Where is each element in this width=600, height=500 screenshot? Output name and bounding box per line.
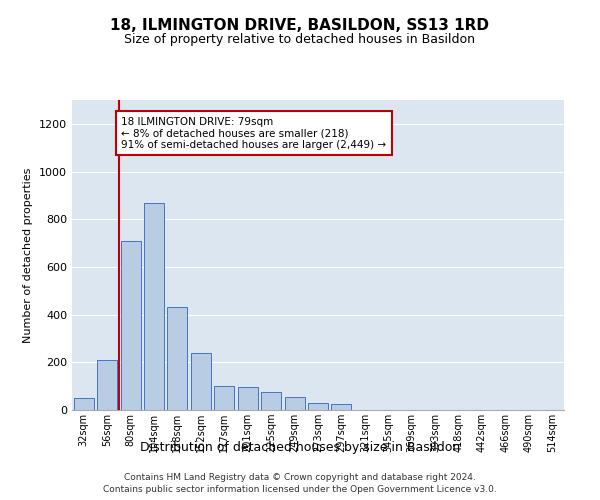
Bar	[284, 397, 305, 410]
Text: 18 ILMINGTON DRIVE: 79sqm
← 8% of detached houses are smaller (218)
91% of semi-: 18 ILMINGTON DRIVE: 79sqm ← 8% of detach…	[121, 116, 386, 150]
Bar	[74, 398, 94, 410]
Text: Size of property relative to detached houses in Basildon: Size of property relative to detached ho…	[125, 32, 476, 46]
Text: Contains public sector information licensed under the Open Government Licence v3: Contains public sector information licen…	[103, 484, 497, 494]
Bar	[97, 360, 117, 410]
Bar	[308, 403, 328, 410]
Text: Contains HM Land Registry data © Crown copyright and database right 2024.: Contains HM Land Registry data © Crown c…	[124, 473, 476, 482]
Bar	[167, 308, 187, 410]
Bar	[121, 240, 140, 410]
Bar	[191, 353, 211, 410]
Bar	[144, 202, 164, 410]
Text: Distribution of detached houses by size in Basildon: Distribution of detached houses by size …	[140, 441, 460, 454]
Bar	[214, 386, 234, 410]
Bar	[261, 392, 281, 410]
Text: 18, ILMINGTON DRIVE, BASILDON, SS13 1RD: 18, ILMINGTON DRIVE, BASILDON, SS13 1RD	[110, 18, 490, 32]
Y-axis label: Number of detached properties: Number of detached properties	[23, 168, 34, 342]
Bar	[238, 388, 257, 410]
Bar	[331, 404, 352, 410]
